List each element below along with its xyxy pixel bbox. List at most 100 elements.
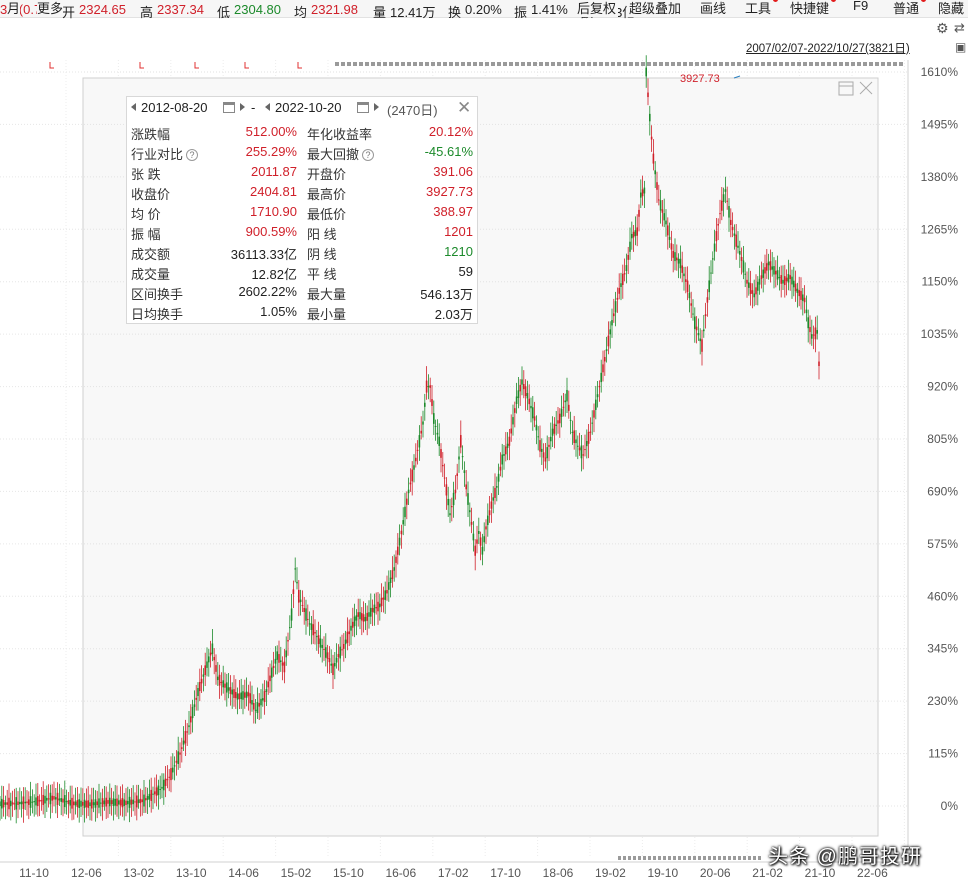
candle-body xyxy=(411,469,413,482)
candle-body xyxy=(424,402,426,407)
candle-body xyxy=(571,431,574,433)
candle-body xyxy=(757,281,759,291)
candle-body xyxy=(510,428,512,434)
collapse-icon[interactable]: ▣ xyxy=(955,40,967,54)
candle-body xyxy=(400,530,403,535)
candle-body xyxy=(623,273,626,275)
candle-body xyxy=(503,454,505,456)
candle-body xyxy=(746,279,748,284)
candle-body xyxy=(382,597,385,600)
start-calendar-icon[interactable] xyxy=(223,102,235,113)
help-icon[interactable]: ? xyxy=(362,149,375,161)
event-marker-dense xyxy=(455,62,459,66)
menu-adjust-button[interactable]: 后复权 xyxy=(575,0,619,17)
candle-body xyxy=(566,389,568,402)
stats-row: 涨跌幅 512.00% 年化收益率 20.12% xyxy=(127,123,477,143)
period-month-label[interactable]: 月 xyxy=(7,0,21,17)
close-icon[interactable]: ✕ xyxy=(457,98,472,117)
bottom-event-tick xyxy=(678,856,681,860)
menu-draw-button[interactable]: 画线 xyxy=(698,0,729,17)
event-marker-dense xyxy=(677,62,681,66)
stats-value: 388.97 xyxy=(433,204,473,219)
stats-label: 年化收益率 xyxy=(307,127,373,142)
stats-value: 546.13万 xyxy=(420,287,473,302)
menu-hide-button[interactable]: 隐藏 xyxy=(936,0,967,17)
candle-body xyxy=(634,230,637,237)
menu-shortcut-button[interactable]: 快捷键 xyxy=(788,0,837,17)
candle-body xyxy=(465,484,467,490)
candle-body xyxy=(202,674,205,677)
candle-body xyxy=(508,436,511,446)
start-date-field[interactable]: 2012-08-20 xyxy=(141,100,208,115)
window-restore-icon[interactable] xyxy=(838,81,854,96)
candle-body xyxy=(544,457,547,462)
event-marker-dense xyxy=(713,62,717,66)
y-axis-labels: 1610% 1495% 1380% 1265% 1150% 1035% 920% 805% 69… xyxy=(921,65,959,813)
candle-body xyxy=(749,283,752,295)
x-tick-label: 12-06 xyxy=(71,866,102,880)
candle-body xyxy=(532,407,534,419)
menu-f9-button[interactable]: F9 xyxy=(851,0,871,13)
menu-overlay-button[interactable]: 超级叠加 xyxy=(627,0,684,17)
swap-icon[interactable]: ⇄ xyxy=(954,20,965,35)
candle-body xyxy=(719,213,721,215)
event-marker-dense xyxy=(581,62,585,66)
candle-body xyxy=(211,643,214,654)
x-tick-label: 19-10 xyxy=(647,866,678,880)
peak-value-label: 3927.73 xyxy=(680,73,720,85)
candle-body xyxy=(728,206,730,218)
candle-body xyxy=(157,785,160,796)
candle-body xyxy=(377,601,379,612)
candle-body xyxy=(224,683,226,688)
y-tick-label: 1495% xyxy=(921,117,959,131)
candle-body xyxy=(562,406,565,408)
end-date-field[interactable]: 2022-10-20 xyxy=(275,100,342,115)
candle-body xyxy=(26,801,28,804)
candle-body xyxy=(739,251,741,255)
end-calendar-icon[interactable] xyxy=(357,102,369,113)
candle-body xyxy=(641,189,644,197)
start-prev-icon[interactable] xyxy=(131,103,136,111)
stats-row: 日均换手 1.05% 最小量 2.03万 xyxy=(127,303,477,323)
candle-body xyxy=(402,520,404,525)
candle-body xyxy=(638,209,640,217)
bottom-event-tick xyxy=(633,856,636,860)
y-tick-label: 230% xyxy=(927,694,958,708)
candle-body xyxy=(321,644,323,648)
date-range-label[interactable]: 2007/02/07-2022/10/27(3821日) xyxy=(746,43,910,55)
candle-body xyxy=(177,751,179,765)
candle-body xyxy=(13,803,16,805)
period-more-button[interactable]: 更多 xyxy=(37,0,64,17)
menu-normal-button[interactable]: 普通 xyxy=(891,0,927,17)
candle-body xyxy=(487,515,489,526)
start-next-icon[interactable] xyxy=(240,103,245,111)
candle-body xyxy=(80,800,82,807)
candle-body xyxy=(497,473,500,482)
candle-body xyxy=(580,445,583,459)
event-marker-dense xyxy=(425,62,429,66)
stats-value: 2.03万 xyxy=(434,307,473,322)
bottom-event-tick xyxy=(693,856,696,860)
event-marker-dense xyxy=(833,62,837,66)
menu-tools-button[interactable]: 工具 xyxy=(743,0,779,17)
candle-body xyxy=(380,597,383,607)
event-marker xyxy=(244,62,249,69)
stats-label: 涨跌幅 xyxy=(131,127,171,142)
candle-body xyxy=(393,567,395,571)
candle-body xyxy=(213,656,215,661)
candle-body xyxy=(451,506,453,508)
candle-body xyxy=(152,793,154,795)
candle-body xyxy=(735,234,737,247)
gear-icon[interactable]: ⚙ xyxy=(936,20,949,36)
candle-body xyxy=(740,257,743,261)
help-icon[interactable]: ? xyxy=(186,149,199,161)
candle-body xyxy=(724,189,727,192)
bottom-event-tick xyxy=(683,856,686,860)
candle-body xyxy=(83,799,86,809)
end-prev-icon[interactable] xyxy=(265,103,270,111)
event-marker-dense xyxy=(359,62,363,66)
candle-body xyxy=(627,254,629,260)
end-next-icon[interactable] xyxy=(374,103,379,111)
candle-body xyxy=(303,607,305,612)
event-marker-dense xyxy=(617,62,621,66)
